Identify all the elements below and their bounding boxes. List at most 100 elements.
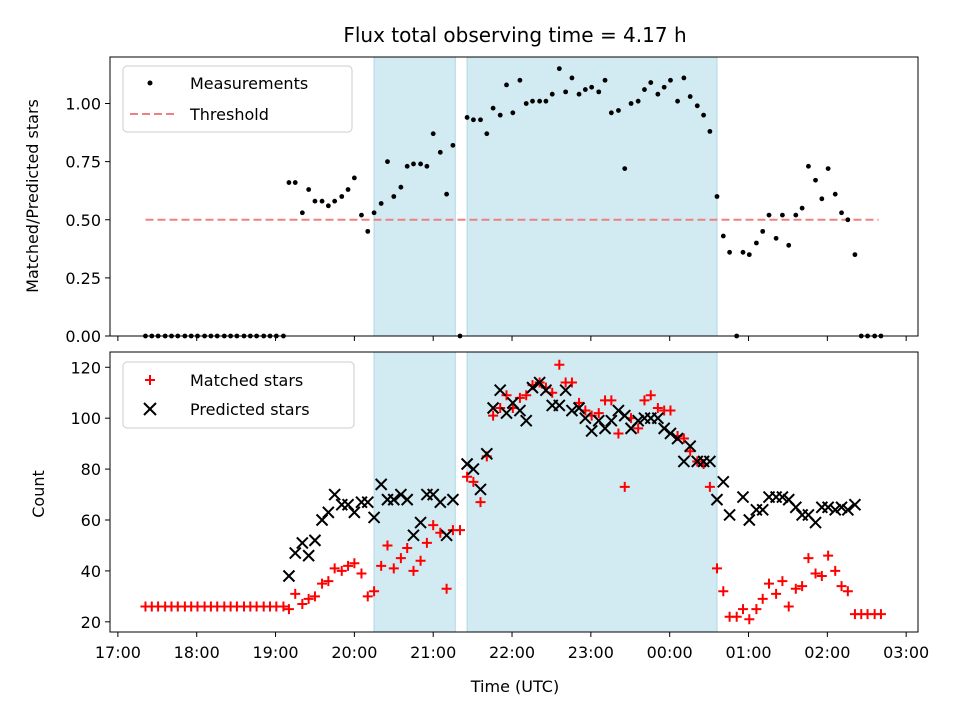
predicted-point-1 xyxy=(289,546,302,560)
predicted-point-41 xyxy=(559,383,572,397)
measurement-point-66 xyxy=(576,91,582,97)
matched-point-44 xyxy=(428,520,439,531)
predicted-point-13 xyxy=(367,511,381,524)
measurement-point-105 xyxy=(832,191,838,197)
measurement-point-80 xyxy=(668,77,673,83)
ratio-shaded-interval-1 xyxy=(466,56,718,337)
matched-point-92 xyxy=(744,614,755,625)
matched-point-55 xyxy=(501,390,512,401)
measurement-point-68 xyxy=(589,84,595,90)
predicted-stars-series xyxy=(282,376,862,583)
measurement-point-51 xyxy=(478,117,483,123)
matched-point-94 xyxy=(757,593,768,604)
measurement-point-45 xyxy=(437,149,443,155)
measurement-point-52 xyxy=(484,131,490,137)
matched-point-98 xyxy=(783,601,794,612)
x-tick-label-4: 21:00 xyxy=(410,643,456,662)
measurement-point-62 xyxy=(549,91,555,97)
ratio-y-tick-label-3: 0.75 xyxy=(65,153,101,172)
matched-point-21 xyxy=(278,601,289,612)
legend-matched-marker xyxy=(145,375,155,385)
predicted-point-6 xyxy=(322,506,335,519)
predicted-point-34 xyxy=(513,404,527,417)
x-tick-label-8: 01:00 xyxy=(725,643,771,662)
measurement-point-73 xyxy=(622,166,628,172)
legend-matched-label: Matched stars xyxy=(190,371,303,390)
measurement-point-26 xyxy=(312,198,318,204)
legend-measurements-label: Measurements xyxy=(190,74,308,93)
count-panel-shaded-intervals xyxy=(373,351,718,633)
measurement-point-78 xyxy=(655,91,661,97)
predicted-point-31 xyxy=(493,383,507,397)
predicted-point-29 xyxy=(480,447,494,461)
predicted-point-60 xyxy=(683,439,697,453)
predicted-point-78 xyxy=(809,516,822,529)
measurement-point-38 xyxy=(391,194,397,199)
count-y-axis-label: Count xyxy=(29,470,48,518)
x-tick-label-1: 18:00 xyxy=(174,643,220,662)
legend-threshold-label: Threshold xyxy=(189,105,269,124)
measurement-point-72 xyxy=(616,108,621,113)
predicted-point-83 xyxy=(841,503,855,517)
matched-point-38 xyxy=(388,563,399,574)
matched-point-43 xyxy=(421,537,432,548)
predicted-point-25 xyxy=(446,493,460,506)
x-tick-label-0: 17:00 xyxy=(95,643,141,662)
legend-predicted-label: Predicted stars xyxy=(190,400,310,419)
measurement-point-25 xyxy=(306,187,312,192)
measurement-point-43 xyxy=(424,163,430,169)
predicted-point-12 xyxy=(361,495,374,509)
predicted-point-48 xyxy=(605,414,618,427)
measurement-point-82 xyxy=(681,75,687,81)
matched-point-93 xyxy=(751,604,762,615)
measurement-point-86 xyxy=(707,129,713,134)
matched-point-78 xyxy=(652,403,663,413)
ratio-y-tick-label-1: 0.25 xyxy=(65,269,101,288)
matched-point-73 xyxy=(619,481,630,492)
matched-point-54 xyxy=(495,403,506,413)
matched-point-29 xyxy=(329,563,340,574)
matched-point-76 xyxy=(639,395,650,406)
measurement-point-28 xyxy=(325,203,331,209)
measurement-point-102 xyxy=(813,177,818,183)
count-y-tick-label-5: 120 xyxy=(70,358,101,377)
matched-point-50 xyxy=(468,476,479,487)
measurement-point-71 xyxy=(608,110,614,116)
matched-point-88 xyxy=(718,586,729,597)
measurement-point-89 xyxy=(727,249,732,255)
matched-point-63 xyxy=(554,359,565,370)
measurement-point-91 xyxy=(740,249,746,255)
predicted-point-16 xyxy=(387,493,400,506)
count-panel: 17:00 18:00 19:00 20:00 21:00 22:00 23:00 00:00… xyxy=(29,351,929,662)
matched-point-53 xyxy=(488,410,499,421)
measurement-point-93 xyxy=(754,240,759,246)
predicted-point-28 xyxy=(474,483,487,496)
predicted-point-82 xyxy=(835,501,848,514)
count-y-tick-label-2: 60 xyxy=(81,511,101,530)
measurement-point-58 xyxy=(523,101,529,106)
measurement-point-56 xyxy=(510,110,516,116)
measurement-point-65 xyxy=(569,75,575,81)
x-tick-label-10: 03:00 xyxy=(883,643,929,662)
predicted-point-27 xyxy=(467,462,480,476)
matched-point-91 xyxy=(737,604,748,615)
measurement-point-57 xyxy=(517,77,523,83)
measurement-point-22 xyxy=(286,180,292,185)
predicted-point-10 xyxy=(348,506,361,519)
measurement-point-94 xyxy=(760,228,766,234)
legend-box xyxy=(122,361,355,429)
predicted-point-36 xyxy=(526,381,539,394)
measurement-point-24 xyxy=(299,210,305,216)
matched-point-26 xyxy=(309,591,320,602)
predicted-point-24 xyxy=(440,529,453,542)
matched-point-87 xyxy=(711,563,722,574)
measurement-point-33 xyxy=(359,212,364,218)
matched-point-35 xyxy=(369,586,380,597)
matched-point-65 xyxy=(566,377,577,388)
measurement-point-96 xyxy=(773,235,779,241)
predicted-point-43 xyxy=(572,401,586,415)
measurement-point-31 xyxy=(345,187,351,192)
measurement-point-79 xyxy=(661,84,667,90)
matched-point-106 xyxy=(836,581,847,592)
matched-point-102 xyxy=(810,568,821,579)
